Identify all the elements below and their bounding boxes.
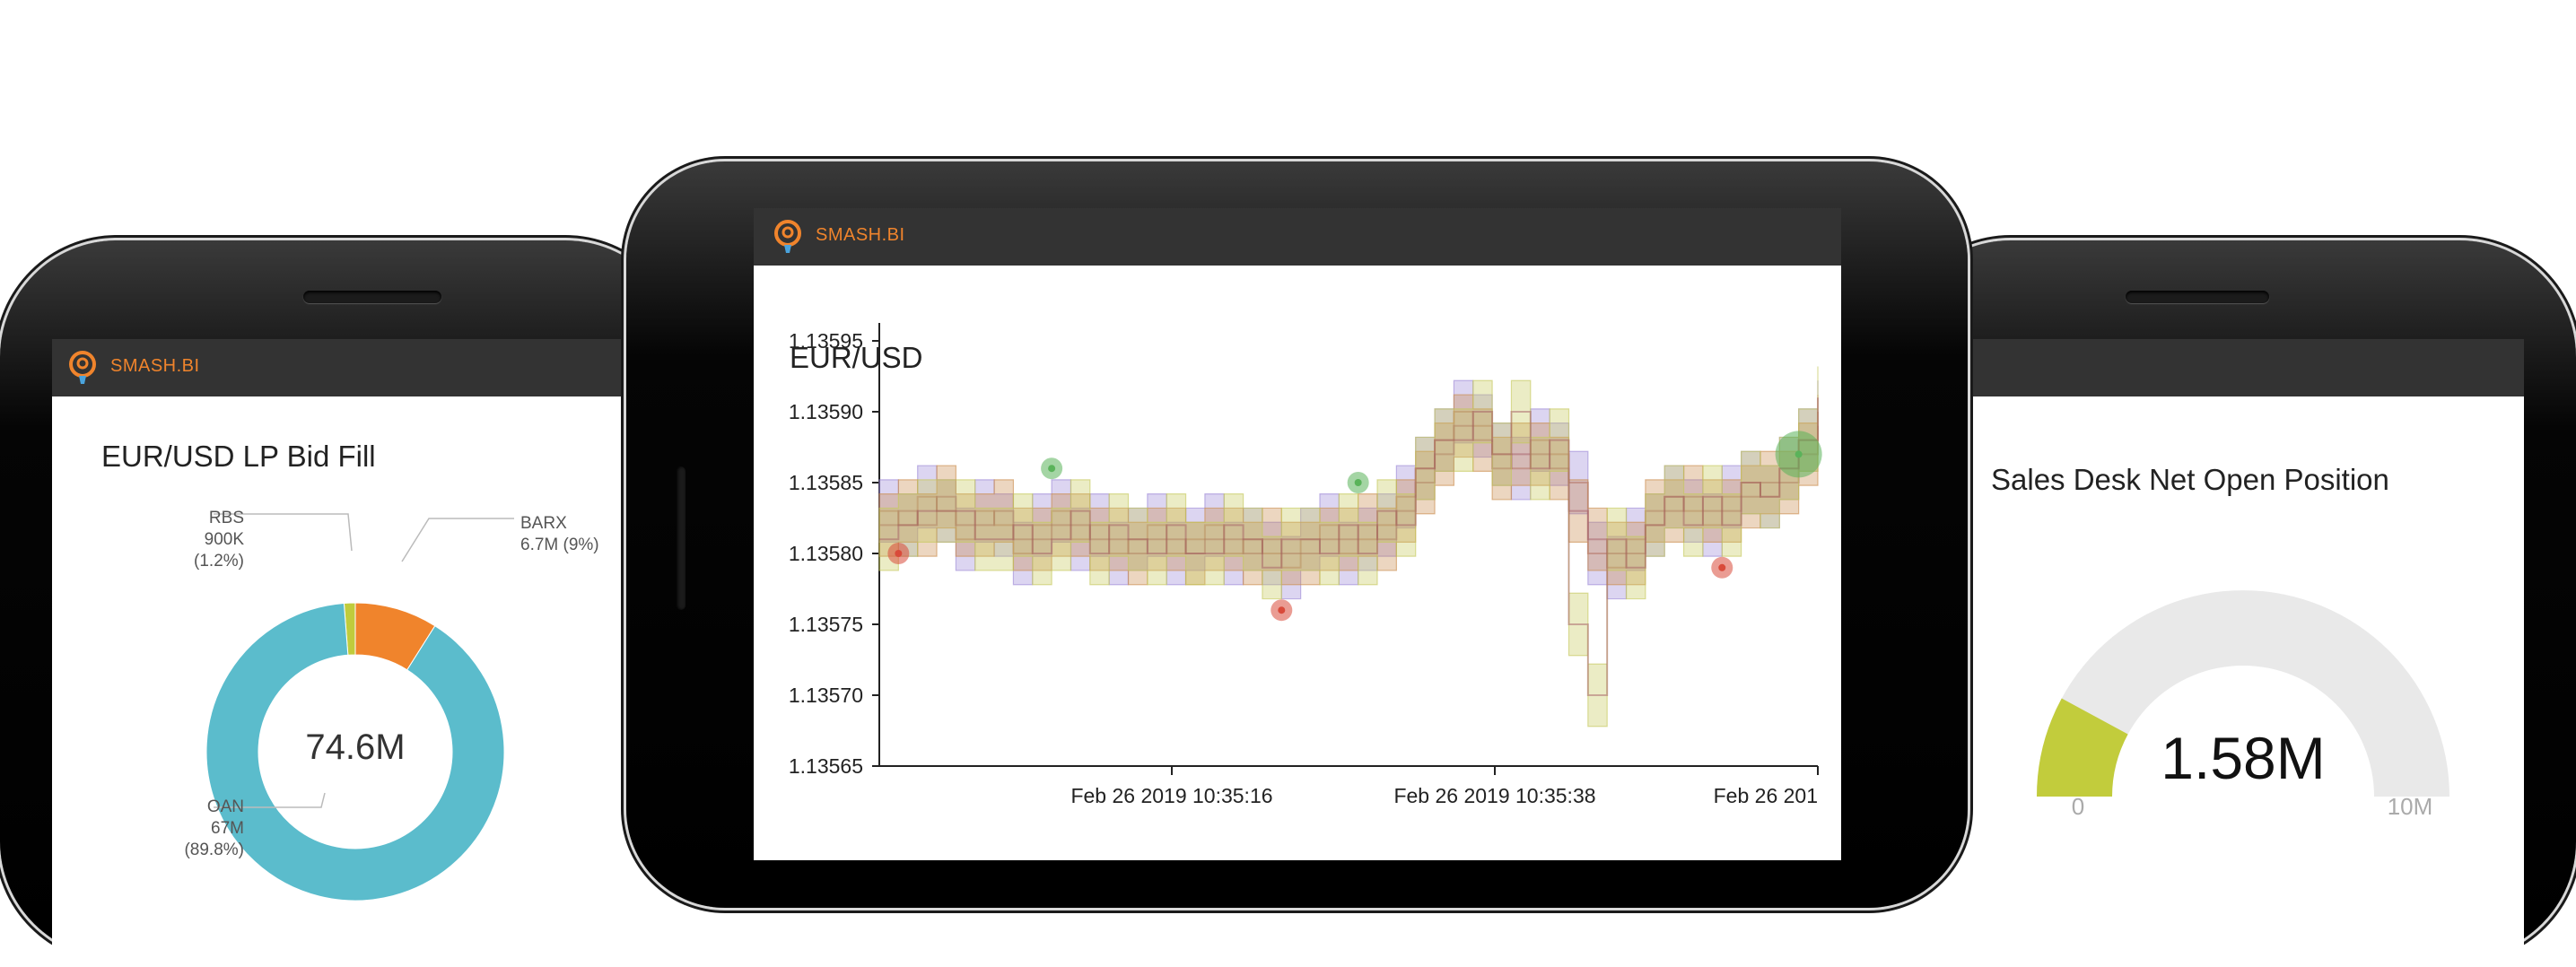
gauge-min-label: 0 bbox=[2072, 793, 2084, 820]
y-tick-label: 1.13565 bbox=[789, 754, 863, 778]
rbs-label: RBS 900K (1.2%) bbox=[194, 508, 244, 572]
rbs-leader-line bbox=[214, 513, 353, 552]
rbs-label-name: RBS bbox=[208, 509, 244, 527]
center-phone: SMASH.BI EUR/USD 1.13595 1.13590 1.13585 1.… bbox=[626, 161, 1968, 908]
gauge-track bbox=[2037, 590, 2449, 797]
gauge-max-label: 10M bbox=[2388, 793, 2433, 820]
eurusd-line-chart: 1.13595 1.13590 1.13585 1.13580 1.13575 1.135… bbox=[789, 323, 1822, 807]
barx-label-name: BARX bbox=[520, 514, 567, 533]
brand-label: SMASH.BI bbox=[816, 225, 905, 245]
y-tick-label: 1.13590 bbox=[789, 400, 863, 423]
y-tick-label: 1.13580 bbox=[789, 542, 863, 565]
fill-marker-dot bbox=[1794, 450, 1803, 458]
oan-label-value: 67M bbox=[211, 819, 244, 838]
oan-label-pct: (89.8%) bbox=[184, 841, 244, 859]
price-line-series-3 bbox=[879, 397, 1819, 696]
gauge-value: 1.58M bbox=[2161, 725, 2325, 791]
smash-logo-icon bbox=[774, 220, 801, 253]
right-phone-speaker bbox=[2126, 291, 2269, 303]
barx-label: BARX 6.7M (9%) bbox=[520, 513, 599, 556]
y-tick-label: 1.13585 bbox=[789, 471, 863, 494]
rbs-label-pct: (1.2%) bbox=[194, 552, 244, 571]
left-phone: SMASH.BI EUR/USD LP Bid Fill 74.6M RBS 9… bbox=[0, 240, 682, 967]
fill-marker-dot bbox=[895, 550, 903, 557]
y-tick-label: 1.13570 bbox=[789, 684, 863, 707]
y-tick-label: 1.13595 bbox=[789, 329, 863, 353]
left-chart-title: EUR/USD LP Bid Fill bbox=[101, 440, 376, 473]
gauge-fill bbox=[2037, 698, 2128, 797]
left-app-bar: SMASH.BI bbox=[52, 339, 680, 396]
left-phone-speaker bbox=[303, 291, 441, 303]
brand-label: SMASH.BI bbox=[110, 356, 200, 376]
center-chart-title: EUR/USD bbox=[790, 341, 923, 374]
fill-marker-dot bbox=[1278, 606, 1286, 614]
center-screen: SMASH.BI EUR/USD 1.13595 1.13590 1.13585 1.… bbox=[754, 208, 1841, 860]
y-tick-label: 1.13575 bbox=[789, 613, 863, 636]
x-tick-label: Feb 26 2019 10:35:16 bbox=[1070, 784, 1272, 807]
donut-center-value: 74.6M bbox=[305, 727, 405, 767]
x-tick-label: Feb 26 2019 10:35:38 bbox=[1393, 784, 1595, 807]
center-phone-side-button bbox=[677, 466, 685, 610]
x-tick-label: Feb 26 201 bbox=[1714, 784, 1818, 807]
oan-label: OAN 67M (89.8%) bbox=[184, 797, 244, 861]
donut-slice-oan[interactable] bbox=[205, 602, 505, 902]
left-screen: SMASH.BI EUR/USD LP Bid Fill 74.6M RBS 9… bbox=[52, 339, 680, 967]
oan-label-name: OAN bbox=[206, 797, 244, 816]
right-phone: SMASH.BI Sales Desk Net Open Position 1.… bbox=[1894, 240, 2576, 967]
net-open-position-gauge: 1.58M 0 10M bbox=[2037, 590, 2449, 820]
price-line-series-2 bbox=[879, 424, 1819, 554]
right-screen: SMASH.BI Sales Desk Net Open Position 1.… bbox=[1894, 339, 2524, 967]
fill-marker-dot bbox=[1048, 465, 1056, 473]
smash-logo-icon bbox=[69, 351, 96, 384]
rbs-label-value: 900K bbox=[204, 530, 244, 549]
fill-marker-dot bbox=[1354, 479, 1362, 486]
center-app-bar: SMASH.BI bbox=[754, 208, 1841, 266]
oan-leader-line bbox=[214, 792, 326, 808]
right-chart-title: Sales Desk Net Open Position bbox=[1991, 463, 2389, 496]
fill-marker-dot bbox=[1718, 563, 1726, 571]
price-band-series-3 bbox=[878, 366, 1819, 727]
price-line-series-1 bbox=[879, 411, 1819, 569]
barx-leader-line bbox=[401, 518, 514, 562]
bid-fill-donut-chart: 74.6M bbox=[205, 513, 514, 902]
barx-label-value: 6.7M (9%) bbox=[520, 536, 599, 554]
